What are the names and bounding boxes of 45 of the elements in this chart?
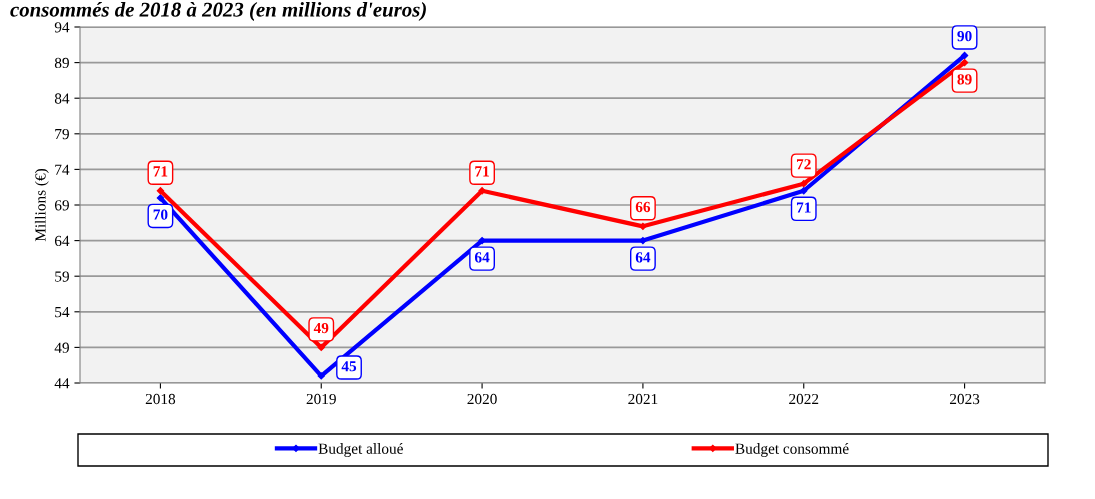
point	[639, 236, 647, 245]
y-tick-label: 49	[54, 342, 69, 353]
point	[960, 58, 969, 67]
y-tick-label: 74	[55, 164, 70, 175]
y-tick-label: 69	[54, 200, 69, 211]
y-tick-label: 94	[54, 22, 70, 33]
point	[317, 343, 325, 352]
point	[156, 187, 165, 195]
y-tick-label: 89	[54, 57, 69, 69]
chart-title: consommés de 2018 à 2023 (en millions d'euros)	[10, 2, 426, 21]
data-label: 90	[957, 30, 972, 42]
data-label: 66	[635, 201, 651, 213]
data-label: 71	[796, 202, 811, 213]
point	[478, 236, 486, 245]
point	[317, 372, 325, 380]
legend-label: Budget alloué	[318, 443, 403, 457]
x-tick-label: 2021	[628, 393, 658, 405]
y-tick-label: 54	[55, 307, 70, 318]
point	[639, 222, 647, 231]
y-tick-label: 44	[54, 378, 70, 389]
y-tick-label: 64	[54, 235, 70, 247]
data-label: 70	[153, 209, 168, 220]
point	[800, 179, 808, 188]
y-tick-label: 59	[55, 271, 69, 282]
data-label: 64	[635, 252, 651, 263]
data-label: 71	[153, 166, 168, 177]
point	[156, 194, 165, 202]
y-axis-title: Millions (€)	[34, 168, 49, 242]
data-label: 49	[313, 322, 329, 334]
y-tick-label: 79	[55, 128, 69, 140]
point	[960, 51, 969, 60]
data-label: 72	[796, 159, 811, 170]
point	[800, 187, 808, 195]
x-tick-label: 2019	[306, 393, 336, 405]
point	[478, 187, 486, 195]
y-tick-label: 84	[54, 93, 70, 104]
x-tick-label: 2022	[789, 393, 819, 405]
data-label: 71	[475, 166, 489, 177]
x-tick-label: 2018	[145, 393, 176, 405]
x-tick-label: 2023	[949, 393, 980, 405]
x-tick-label: 2020	[467, 393, 497, 405]
data-label: 45	[341, 361, 357, 372]
data-label: 89	[957, 74, 972, 85]
data-label: 64	[474, 252, 490, 263]
legend-label: Budget consommé	[735, 443, 849, 457]
